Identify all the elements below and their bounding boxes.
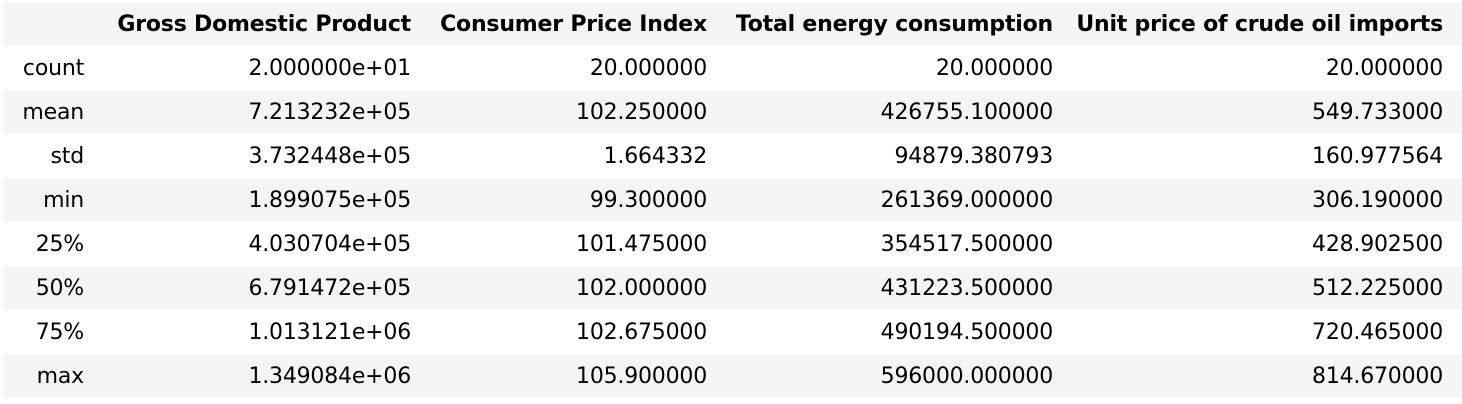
column-header-crude-oil-price: Unit price of crude oil imports [1076, 11, 1443, 37]
row-label: count [22, 55, 84, 81]
table-row: 25% 4.030704e+05 101.475000 354517.50000… [3, 222, 1462, 266]
table-row: count 2.000000e+01 20.000000 20.000000 2… [3, 46, 1462, 90]
column-header-energy: Total energy consumption [735, 11, 1053, 37]
index-header [3, 2, 103, 46]
row-label: min [43, 187, 84, 213]
table-cell: 99.300000 [589, 187, 707, 213]
table-cell: 549.733000 [1312, 99, 1443, 125]
table-row: min 1.899075e+05 99.300000 261369.000000… [3, 178, 1462, 222]
table-body: count 2.000000e+01 20.000000 20.000000 2… [3, 46, 1462, 398]
table-cell: 426755.100000 [880, 99, 1054, 125]
table-cell: 354517.500000 [880, 231, 1054, 257]
table-row: mean 7.213232e+05 102.250000 426755.1000… [3, 90, 1462, 134]
table-cell: 431223.500000 [880, 275, 1054, 301]
table-cell: 1.013121e+06 [248, 319, 411, 345]
table-cell: 720.465000 [1312, 319, 1443, 345]
table-row: max 1.349084e+06 105.900000 596000.00000… [3, 354, 1462, 398]
table-row: 50% 6.791472e+05 102.000000 431223.50000… [3, 266, 1462, 310]
table-row: 75% 1.013121e+06 102.675000 490194.50000… [3, 310, 1462, 354]
row-label: 75% [35, 319, 85, 345]
row-label: 25% [35, 231, 85, 257]
table-cell: 596000.000000 [880, 363, 1054, 389]
table-cell: 428.902500 [1312, 231, 1443, 257]
table-cell: 102.000000 [576, 275, 707, 301]
table-cell: 261369.000000 [880, 187, 1054, 213]
describe-table: Gross Domestic Product Consumer Price In… [3, 2, 1462, 398]
table-cell: 160.977564 [1312, 143, 1443, 169]
row-label: std [50, 143, 85, 169]
table-cell: 20.000000 [589, 55, 707, 81]
table-cell: 7.213232e+05 [248, 99, 411, 125]
table-cell: 20.000000 [935, 55, 1053, 81]
table-cell: 512.225000 [1312, 275, 1443, 301]
table-cell: 20.000000 [1325, 55, 1443, 81]
table-cell: 3.732448e+05 [248, 143, 411, 169]
table-cell: 4.030704e+05 [248, 231, 411, 257]
table-cell: 102.675000 [576, 319, 707, 345]
table-cell: 94879.380793 [894, 143, 1053, 169]
row-label: mean [22, 99, 84, 125]
header-row: Gross Domestic Product Consumer Price In… [3, 2, 1462, 46]
table-cell: 1.349084e+06 [248, 363, 411, 389]
column-header-cpi: Consumer Price Index [440, 11, 707, 37]
table-cell: 105.900000 [576, 363, 707, 389]
table-cell: 101.475000 [576, 231, 707, 257]
table-cell: 6.791472e+05 [248, 275, 411, 301]
table-cell: 814.670000 [1312, 363, 1443, 389]
column-header-gdp: Gross Domestic Product [117, 11, 411, 37]
row-label: 50% [35, 275, 85, 301]
table-cell: 102.250000 [576, 99, 707, 125]
table-header: Gross Domestic Product Consumer Price In… [3, 2, 1462, 46]
table-cell: 490194.500000 [880, 319, 1054, 345]
table-cell: 1.899075e+05 [248, 187, 411, 213]
table-cell: 2.000000e+01 [248, 55, 411, 81]
row-label: max [36, 363, 85, 389]
table-cell: 306.190000 [1312, 187, 1443, 213]
table-row: std 3.732448e+05 1.664332 94879.380793 1… [3, 134, 1462, 178]
table-cell: 1.664332 [603, 143, 708, 169]
